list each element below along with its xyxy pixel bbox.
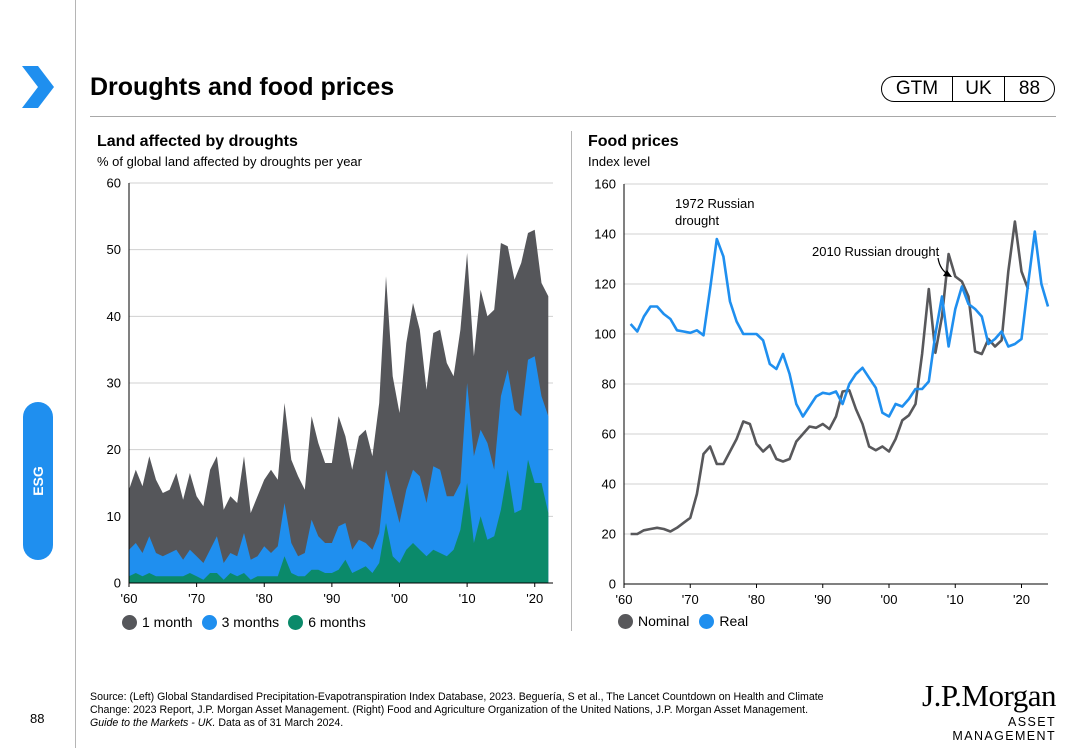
chevron-right-icon [22, 66, 54, 108]
logo-subtitle: ASSET MANAGEMENT [952, 715, 1056, 743]
source-tail: Data as of 31 March 2024. [215, 717, 344, 729]
logo-name: J.P.Morgan [922, 678, 1056, 713]
legend-nominal-swatch [618, 613, 633, 629]
right-chart-title: Food prices [588, 133, 679, 150]
legend-real-swatch [699, 613, 715, 629]
legend-3m-label: 3 months [221, 614, 280, 630]
page-title: Droughts and food prices [90, 73, 395, 101]
chart-divider [571, 131, 572, 631]
legend-nominal-label: Nominal [638, 613, 690, 629]
badge-page: 88 [1018, 78, 1041, 99]
y-tick-label: 10 [107, 509, 121, 524]
legend-1m-swatch [122, 614, 137, 630]
gtm-badge: GTM UK 88 [881, 76, 1055, 102]
y-tick-label: 140 [594, 227, 616, 242]
y-tick-label: 80 [602, 377, 616, 392]
x-tick-label: '90 [814, 592, 831, 607]
y-tick-label: 120 [594, 277, 616, 292]
x-tick-label: '90 [323, 591, 340, 606]
x-tick-label: '10 [459, 591, 476, 606]
legend-real-label: Real [719, 613, 749, 629]
legend-3m-swatch [201, 614, 217, 630]
x-tick-label: '60 [616, 592, 633, 607]
x-tick-label: '60 [121, 591, 138, 606]
y-tick-label: 40 [602, 477, 616, 492]
x-tick-label: '80 [256, 591, 273, 606]
x-tick-label: '10 [947, 592, 964, 607]
annotation-1972-line1: 1972 Russian [675, 196, 755, 211]
annotation-1972-line2: drought [675, 213, 720, 228]
source-line-1: Source: (Left) Global Standardised Preci… [90, 691, 824, 703]
area-series-3-months [129, 356, 549, 583]
x-tick-label: '20 [526, 591, 543, 606]
left-margin-rule [75, 0, 76, 748]
x-tick-label: '00 [391, 591, 408, 606]
source-italic: Guide to the Markets - UK. [90, 717, 216, 729]
source-line-3: Guide to the Markets - UK. Data as of 31… [90, 717, 880, 730]
x-tick-label: '00 [881, 592, 898, 607]
y-tick-label: 100 [594, 327, 616, 342]
y-tick-label: 20 [107, 442, 121, 457]
y-tick-label: 160 [594, 177, 616, 192]
badge-gtm: GTM [882, 77, 953, 101]
annotation-2010-arrow-icon [937, 257, 952, 277]
line-series-nominal [630, 220, 1030, 536]
header-divider [90, 116, 1056, 117]
left-chart-title: Land affected by droughts [97, 133, 298, 150]
y-tick-label: 0 [114, 576, 121, 591]
y-tick-label: 60 [602, 427, 616, 442]
legend-1m-label: 1 month [142, 614, 193, 630]
right-chart-subtitle: Index level [588, 154, 651, 169]
y-tick-label: 30 [107, 376, 121, 391]
y-tick-label: 40 [107, 309, 121, 324]
x-tick-label: '20 [1013, 592, 1030, 607]
left-legend: 1 month 3 months 6 months [122, 614, 366, 630]
line-series-real [629, 230, 1050, 418]
page-number: 88 [30, 711, 45, 726]
x-tick-label: '70 [188, 591, 205, 606]
annotation-2010: 2010 Russian drought [812, 244, 940, 259]
x-tick-label: '70 [682, 592, 699, 607]
jpmorgan-logo: J.P.Morgan ASSET MANAGEMENT [906, 678, 1056, 743]
left-chart-subtitle: % of global land affected by droughts pe… [97, 154, 362, 169]
annotation-1972: 1972 Russian drought [675, 195, 755, 229]
legend-6m-label: 6 months [308, 614, 366, 630]
badge-region: UK [953, 77, 1005, 101]
source-note: Source: (Left) Global Standardised Preci… [90, 691, 880, 730]
source-line-2: Change: 2023 Report, J.P. Morgan Asset M… [90, 704, 809, 716]
y-tick-label: 50 [107, 242, 121, 257]
area-series-6-months [129, 459, 549, 583]
y-tick-label: 60 [107, 176, 121, 191]
right-legend: Nominal Real [618, 613, 748, 629]
x-tick-label: '80 [748, 592, 765, 607]
y-tick-label: 0 [609, 577, 616, 592]
y-tick-label: 20 [602, 527, 616, 542]
section-tab-esg[interactable]: ESG [23, 402, 53, 560]
legend-6m-swatch [288, 614, 304, 630]
